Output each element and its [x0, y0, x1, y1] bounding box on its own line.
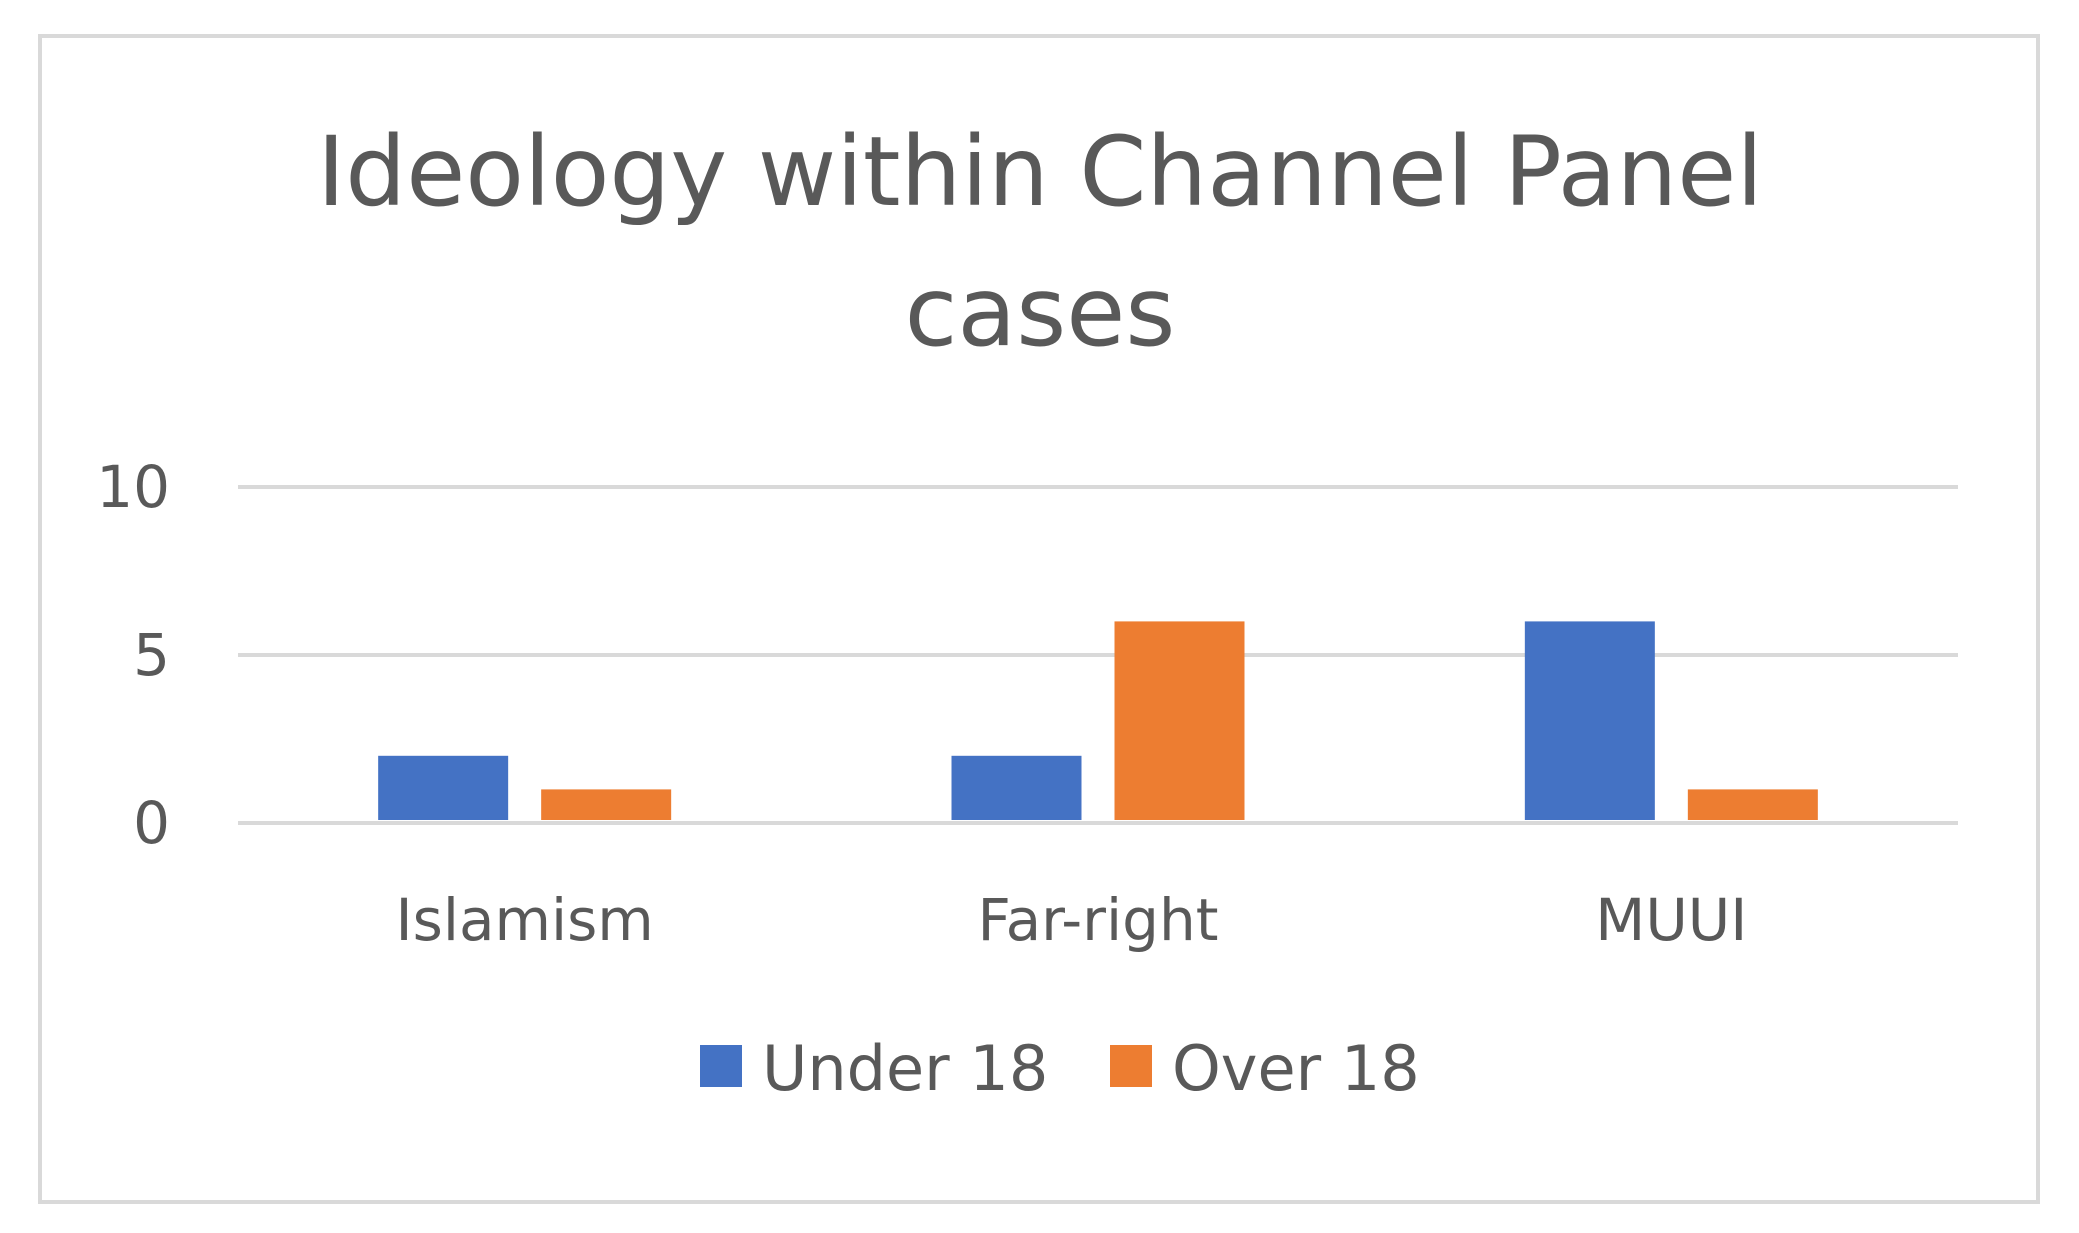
bar-over-18-far-right: [1114, 621, 1245, 820]
bars: [378, 621, 1818, 820]
legend-label: Over 18: [1172, 1032, 1420, 1105]
chart-title-line-1: Ideology within Channel Panel: [317, 116, 1763, 228]
bar-over-18-islamism: [541, 789, 672, 820]
bar-under-18-muui: [1524, 621, 1655, 820]
y-tick-label: 10: [96, 453, 170, 521]
y-tick-label: 5: [133, 621, 170, 689]
chart-title-line-2: cases: [905, 256, 1176, 368]
bar-under-18-far-right: [951, 755, 1082, 820]
gridlines: [238, 485, 1958, 825]
legend: Under 18 Over 18: [700, 1032, 1420, 1105]
y-tick-label: 0: [133, 789, 170, 857]
x-category-label: MUUI: [1595, 886, 1747, 954]
x-category-label: Islamism: [396, 886, 654, 954]
legend-swatch-under-18: [700, 1045, 742, 1087]
bar-under-18-islamism: [378, 755, 509, 820]
chart-title: Ideology within Channel Panel cases: [317, 116, 1763, 368]
x-axis-category-labels: Islamism Far-right MUUI: [396, 886, 1748, 954]
legend-swatch-over-18: [1110, 1045, 1152, 1087]
x-category-label: Far-right: [978, 886, 1219, 954]
bar-over-18-muui: [1687, 789, 1818, 820]
y-axis-tick-labels: 0 5 10: [96, 453, 170, 857]
legend-label: Under 18: [762, 1032, 1048, 1105]
chart-frame: [38, 34, 2040, 1204]
